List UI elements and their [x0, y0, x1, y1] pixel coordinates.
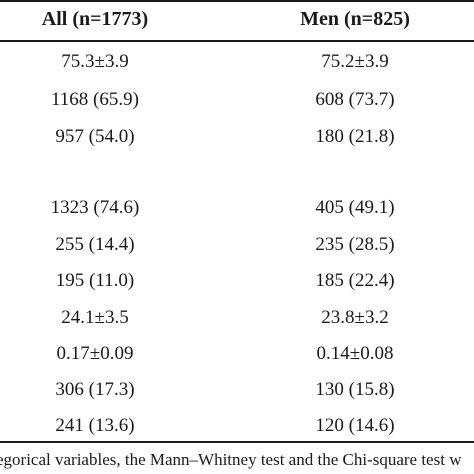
cell-all-row-5: 1323 (74.6) — [50, 197, 140, 218]
cell-all-row-7: 195 (11.0) — [55, 270, 135, 291]
cell-men-row-6: 235 (28.5) — [315, 234, 395, 255]
cell-men-row-11: 120 (14.6) — [315, 415, 395, 436]
table-top-rule — [0, 0, 474, 2]
cell-all-row-11: 241 (13.6) — [55, 415, 135, 436]
column-header-men: Men (n=825) — [300, 8, 410, 30]
cell-all-row-6: 255 (14.4) — [55, 234, 135, 255]
cell-men-row-3: 180 (21.8) — [315, 126, 395, 147]
cell-men-row-8: 23.8±3.2 — [321, 307, 389, 328]
cell-all-row-8: 24.1±3.5 — [61, 307, 129, 328]
cell-men-row-2: 608 (73.7) — [315, 89, 395, 110]
cell-all-row-3: 957 (54.0) — [55, 126, 135, 147]
cell-men-row-7: 185 (22.4) — [315, 270, 395, 291]
cell-all-row-2: 1168 (65.9) — [51, 89, 139, 110]
cell-all-row-1: 75.3±3.9 — [61, 51, 129, 72]
header-rule — [0, 40, 474, 42]
cell-men-row-5: 405 (49.1) — [315, 197, 395, 218]
cell-all-row-9: 0.17±0.09 — [56, 343, 134, 364]
cell-men-row-9: 0.14±0.08 — [316, 343, 394, 364]
table-bottom-rule — [0, 441, 474, 443]
cell-men-row-10: 130 (15.8) — [315, 379, 395, 400]
cell-men-row-1: 75.2±3.9 — [321, 51, 389, 72]
column-header-all: All (n=1773) — [41, 8, 149, 30]
cell-all-row-10: 306 (17.3) — [55, 379, 135, 400]
table-footnote: egorical variables, the Mann–Whitney tes… — [0, 450, 462, 469]
